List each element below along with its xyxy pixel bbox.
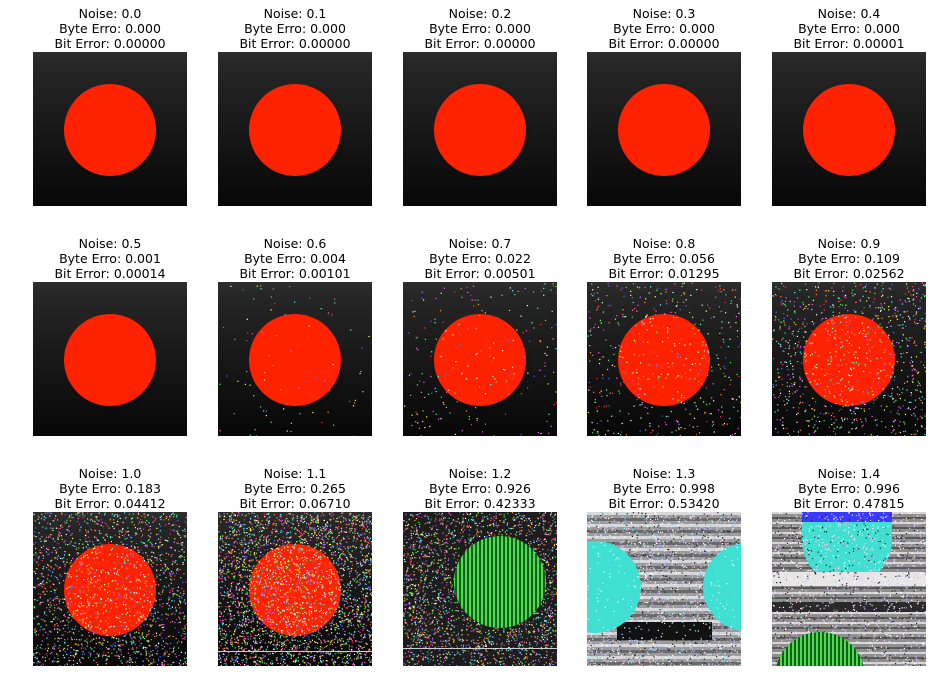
panel-caption: Noise: 0.0 Byte Erro: 0.000 Bit Error: 0.0… [33,6,187,51]
noise-label: Noise: 0.7 [448,236,512,251]
byte-error-label: Byte Erro: 0.056 [613,251,715,266]
bit-error-label: Bit Error: 0.00001 [793,36,905,51]
panel-caption: Noise: 1.3 Byte Erro: 0.998 Bit Error: 0.5… [587,466,741,511]
noisy-image [772,512,926,666]
bit-error-label: Bit Error: 0.42333 [424,496,536,511]
panel-caption: Noise: 0.1 Byte Erro: 0.000 Bit Error: 0.0… [218,6,372,51]
noise-label: Noise: 0.1 [263,6,327,21]
noisy-image [403,282,557,436]
byte-error-label: Byte Erro: 0.001 [59,251,161,266]
noise-label: Noise: 0.5 [78,236,142,251]
bit-error-label: Bit Error: 0.00000 [608,36,720,51]
noisy-image [33,512,187,666]
byte-error-label: Byte Erro: 0.000 [59,21,161,36]
byte-error-label: Byte Erro: 0.265 [244,481,346,496]
byte-error-label: Byte Erro: 0.000 [429,21,531,36]
noise-label: Noise: 0.8 [632,236,696,251]
noise-label: Noise: 0.9 [817,236,881,251]
bit-error-label: Bit Error: 0.00101 [239,266,351,281]
panel-caption: Noise: 1.4 Byte Erro: 0.996 Bit Error: 0.4… [772,466,926,511]
byte-error-label: Byte Erro: 0.004 [244,251,346,266]
bit-error-label: Bit Error: 0.47815 [793,496,905,511]
noisy-image [218,282,372,436]
noise-label: Noise: 1.3 [632,466,696,481]
panel-caption: Noise: 1.2 Byte Erro: 0.926 Bit Error: 0.4… [403,466,557,511]
panel-caption: Noise: 1.0 Byte Erro: 0.183 Bit Error: 0.0… [33,466,187,511]
bit-error-label: Bit Error: 0.01295 [608,266,720,281]
noisy-image [772,282,926,436]
bit-error-label: Bit Error: 0.00000 [424,36,536,51]
byte-error-label: Byte Erro: 0.183 [59,481,161,496]
bit-error-label: Bit Error: 0.53420 [608,496,720,511]
noise-label: Noise: 0.2 [448,6,512,21]
bit-error-label: Bit Error: 0.00014 [54,266,166,281]
panel-caption: Noise: 0.6 Byte Erro: 0.004 Bit Error: 0.0… [218,236,372,281]
noisy-image [587,52,741,206]
bit-error-label: Bit Error: 0.04412 [54,496,166,511]
noise-label: Noise: 1.2 [448,466,512,481]
noise-label: Noise: 1.1 [263,466,327,481]
panel-caption: Noise: 0.7 Byte Erro: 0.022 Bit Error: 0.0… [403,236,557,281]
noise-label: Noise: 0.0 [78,6,142,21]
bit-error-label: Bit Error: 0.00000 [54,36,166,51]
noise-label: Noise: 0.6 [263,236,327,251]
noise-label: Noise: 0.4 [817,6,881,21]
panel-caption: Noise: 0.4 Byte Erro: 0.000 Bit Error: 0.0… [772,6,926,51]
bit-error-label: Bit Error: 0.00000 [239,36,351,51]
noisy-image [587,512,741,666]
byte-error-label: Byte Erro: 0.109 [798,251,900,266]
byte-error-label: Byte Erro: 0.000 [798,21,900,36]
noisy-image [772,52,926,206]
panel-caption: Noise: 0.9 Byte Erro: 0.109 Bit Error: 0.0… [772,236,926,281]
byte-error-label: Byte Erro: 0.998 [613,481,715,496]
byte-error-label: Byte Erro: 0.022 [429,251,531,266]
noise-label: Noise: 1.4 [817,466,881,481]
noisy-image [33,282,187,436]
panel-caption: Noise: 1.1 Byte Erro: 0.265 Bit Error: 0.0… [218,466,372,511]
panel-caption: Noise: 0.5 Byte Erro: 0.001 Bit Error: 0.0… [33,236,187,281]
byte-error-label: Byte Erro: 0.000 [244,21,346,36]
byte-error-label: Byte Erro: 0.000 [613,21,715,36]
noisy-image [33,52,187,206]
noise-label: Noise: 0.3 [632,6,696,21]
panel-caption: Noise: 0.2 Byte Erro: 0.000 Bit Error: 0.0… [403,6,557,51]
bit-error-label: Bit Error: 0.06710 [239,496,351,511]
panel-caption: Noise: 0.3 Byte Erro: 0.000 Bit Error: 0.0… [587,6,741,51]
noisy-image [403,52,557,206]
noisy-image [218,512,372,666]
bit-error-label: Bit Error: 0.02562 [793,266,905,281]
bit-error-label: Bit Error: 0.00501 [424,266,536,281]
panel-caption: Noise: 0.8 Byte Erro: 0.056 Bit Error: 0.0… [587,236,741,281]
noisy-image [218,52,372,206]
byte-error-label: Byte Erro: 0.996 [798,481,900,496]
byte-error-label: Byte Erro: 0.926 [429,481,531,496]
noisy-image [403,512,557,666]
noise-label: Noise: 1.0 [78,466,142,481]
noisy-image [587,282,741,436]
